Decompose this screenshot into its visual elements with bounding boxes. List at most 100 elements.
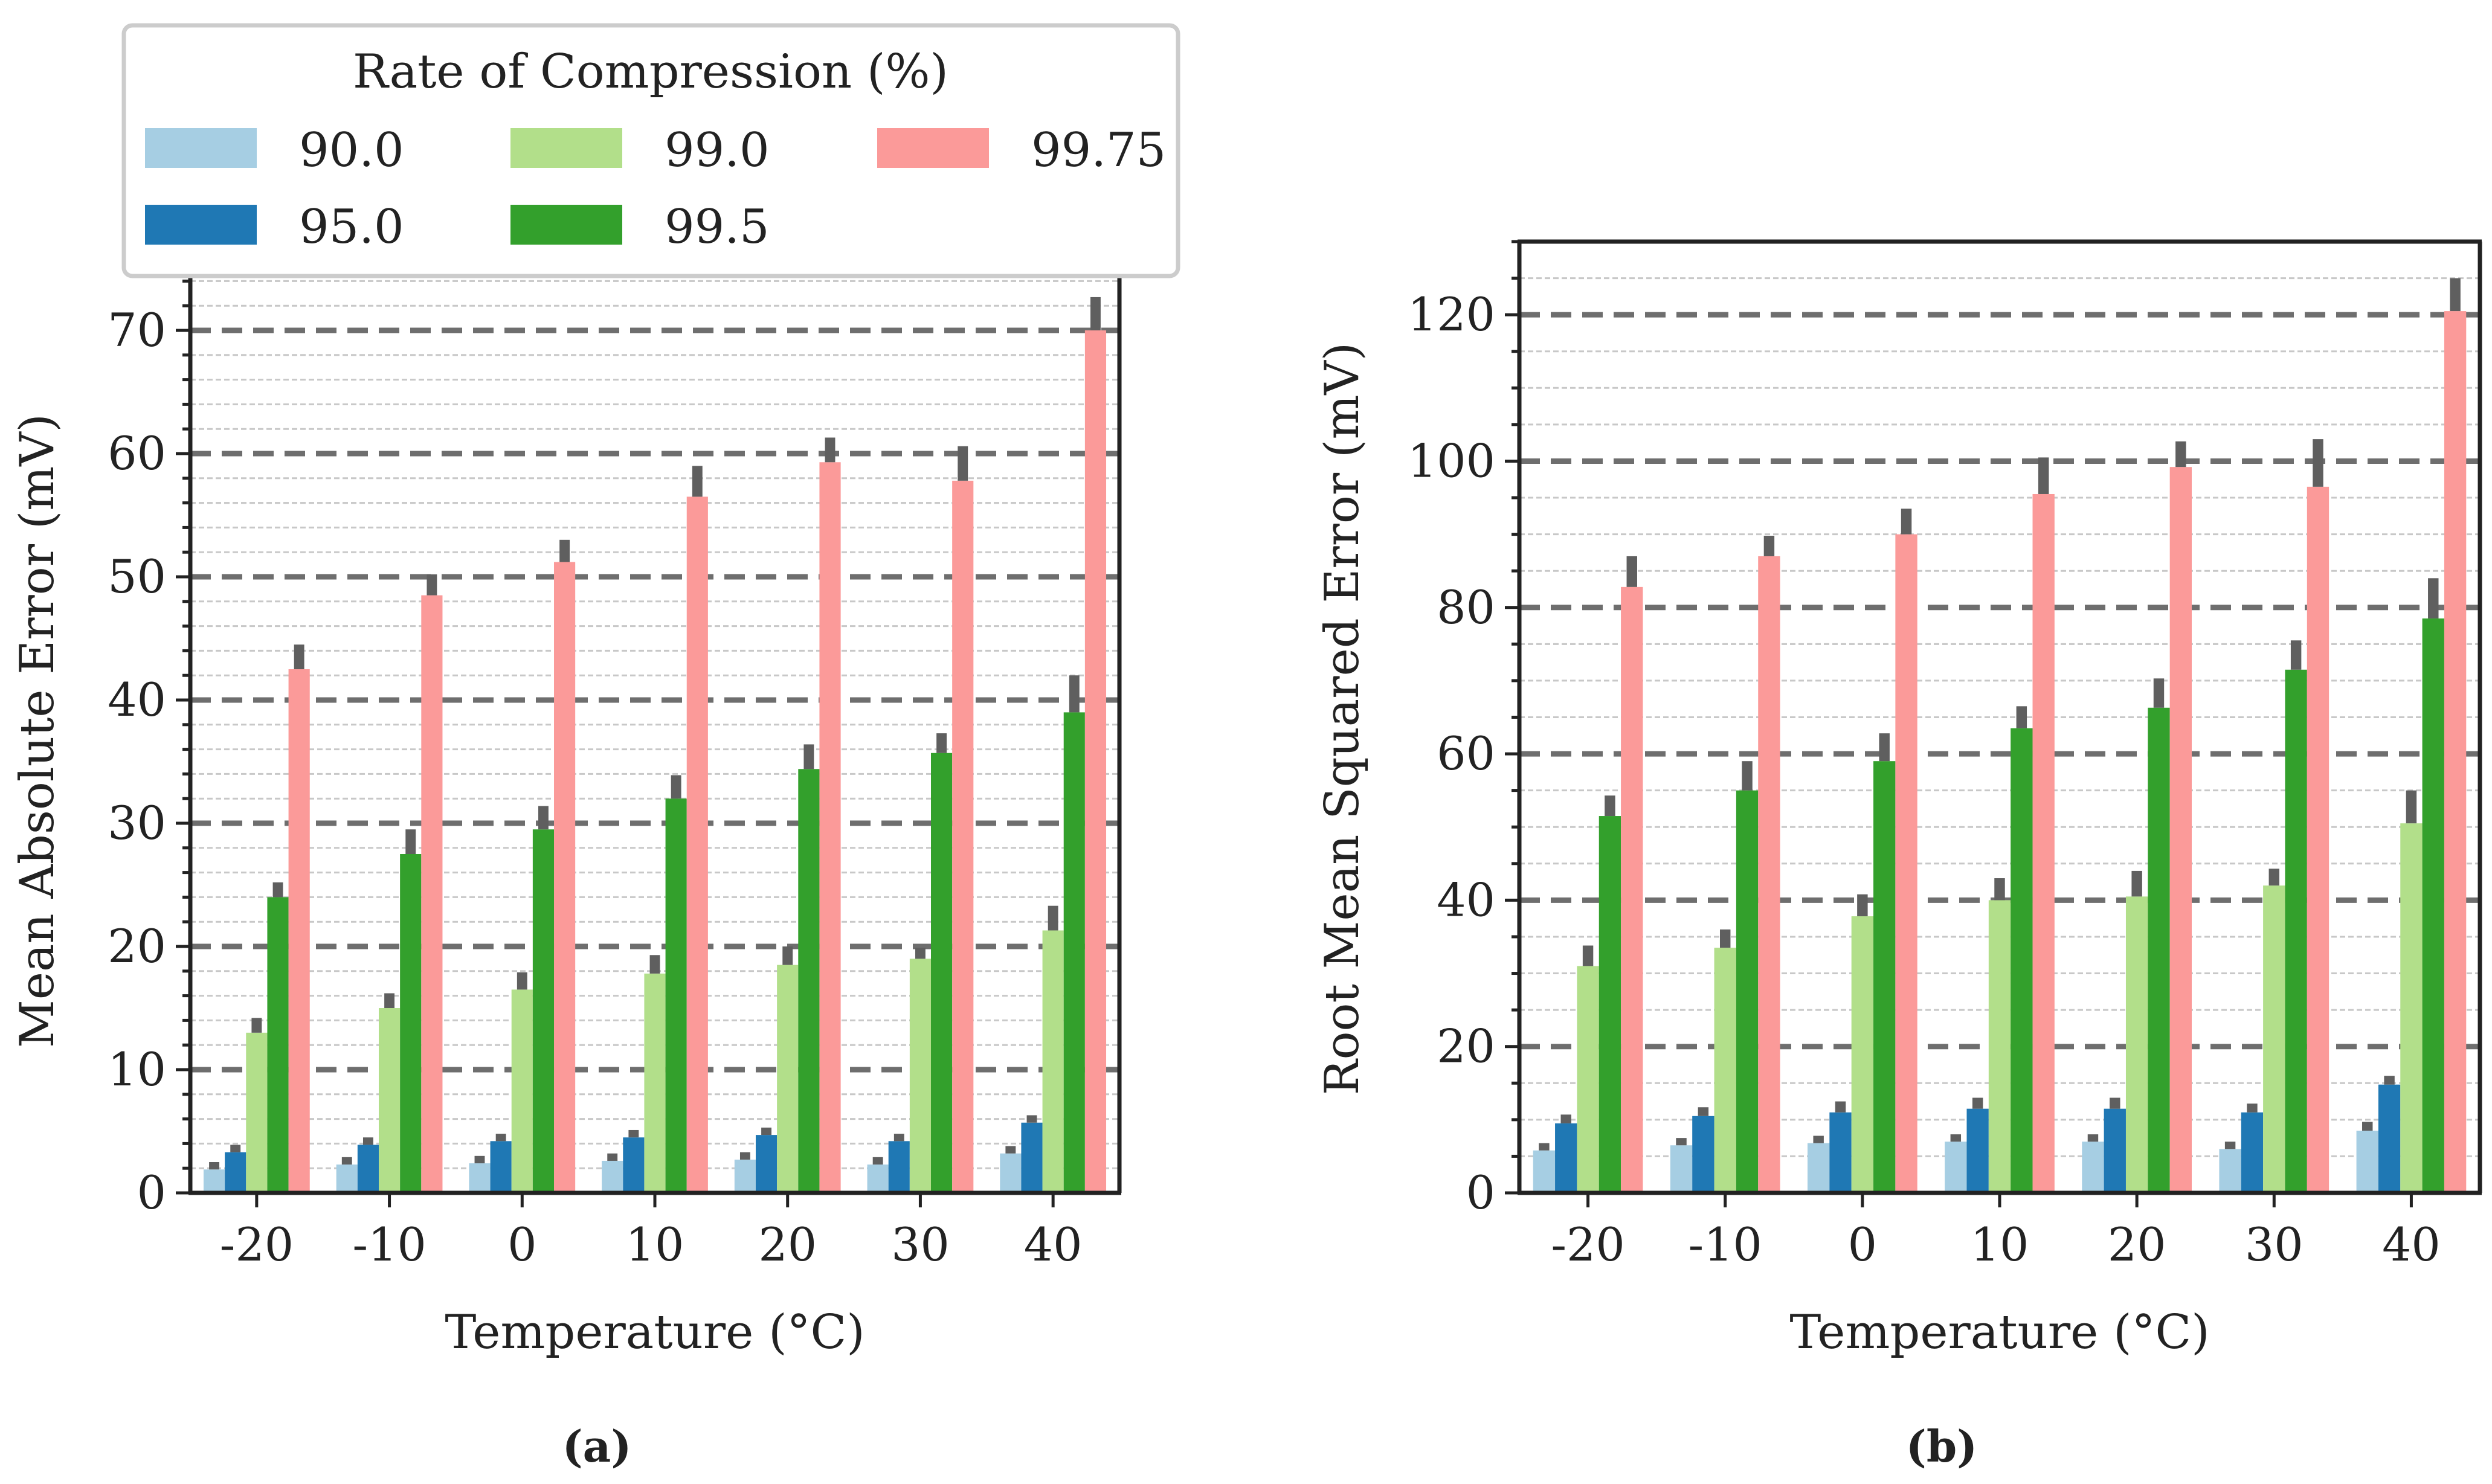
panel-b-errorbar-99.5-30 <box>2290 640 2302 670</box>
panel-b-errorbar-99.75--10 <box>1763 536 1775 556</box>
panel-a-bar-90.0--20 <box>203 1169 225 1193</box>
panel-b-ytick-label: 120 <box>1408 287 1495 341</box>
panel-b-xtick-label: 30 <box>2245 1218 2304 1271</box>
panel-b-errorbar-99.75-40 <box>2450 278 2461 312</box>
panel-a-ytick-label: 50 <box>108 550 166 603</box>
panel-a-bar-99.5-40 <box>1063 712 1085 1193</box>
panel-a-errorbar-99.5-20 <box>803 744 814 769</box>
legend-swatch-95.0 <box>145 205 257 245</box>
panel-b-errorbar-95.0-30 <box>2247 1103 2258 1113</box>
panel-b-xtick-label: 10 <box>1971 1218 2029 1271</box>
panel-b-bar-99.5-20 <box>2148 707 2170 1193</box>
panel-a-bar-99.75-20 <box>819 462 841 1193</box>
panel-b-bar-90.0-20 <box>2082 1142 2104 1193</box>
panel-b-bar-99.0-10 <box>1988 900 2011 1193</box>
panel-b-bar-99.5-30 <box>2285 669 2307 1193</box>
panel-b-errorbar-95.0--10 <box>1698 1107 1709 1116</box>
panel-b-errorbar-99.5-10 <box>2016 706 2027 728</box>
panel-b-bar-95.0-0 <box>1829 1112 1852 1193</box>
panel-b-bar-99.5--20 <box>1599 816 1621 1193</box>
panel-a-bars <box>203 297 1107 1193</box>
panel-a-errorbar-95.0-30 <box>893 1134 904 1142</box>
panel-a-bar-99.5--20 <box>267 897 289 1193</box>
panel-b-errorbar-99.5--20 <box>1605 795 1615 817</box>
panel-a-errorbar-90.0-30 <box>872 1157 883 1165</box>
panel-a-ytick-label: 10 <box>108 1042 166 1096</box>
panel-a-xtick-label: 30 <box>891 1218 950 1271</box>
panel-a-bar-99.75-30 <box>952 480 974 1193</box>
panel-a-xtick-label: -20 <box>220 1218 294 1271</box>
panel-b-bar-95.0-20 <box>2104 1108 2126 1193</box>
panel-a-bar-99.5--10 <box>400 854 422 1193</box>
panel-b-errorbar-90.0-10 <box>1950 1134 1962 1142</box>
panel-b-bar-99.0--20 <box>1577 966 1599 1193</box>
panel-b-bar-99.75--20 <box>1621 586 1643 1193</box>
panel-a-bar-90.0--10 <box>336 1164 358 1193</box>
legend-swatch-99.75 <box>877 128 989 168</box>
panel-b-errorbar-99.0--10 <box>1719 929 1731 948</box>
panel-a-errorbar-99.5-40 <box>1069 675 1080 713</box>
panel-a-ticks: 0 10 20 30 40 50 60 70 -20 -10 0 10 20 30 40 <box>108 279 1083 1271</box>
panel-a-errorbar-90.0-40 <box>1005 1146 1016 1154</box>
panel-a-errorbar-99.75-30 <box>958 446 968 481</box>
panel-b-errorbar-90.0-30 <box>2224 1142 2236 1149</box>
panel-a-xtick-label: -10 <box>352 1218 426 1271</box>
panel-b-errorbar-99.0--20 <box>1582 945 1594 966</box>
panel-a-errorbar-99.0-0 <box>517 972 527 990</box>
panel-b-errorbar-95.0-0 <box>1835 1101 1846 1113</box>
panel-a-bar-90.0-10 <box>602 1160 623 1193</box>
panel-a-errorbar-95.0-10 <box>628 1129 639 1138</box>
panel-a-ytick-label: 0 <box>137 1166 166 1219</box>
legend-label-99.5: 99.5 <box>665 200 770 254</box>
panel-b-bar-99.5-40 <box>2422 618 2444 1193</box>
panel-a-ytick-label: 60 <box>108 426 166 480</box>
panel-b-errorbar-99.5--10 <box>1742 761 1753 791</box>
panel-a-errorbar-99.0-10 <box>649 955 660 974</box>
panel-b-errorbar-99.0-0 <box>1857 894 1868 917</box>
legend-label-99.0: 99.0 <box>665 123 770 178</box>
panel-b-errorbar-99.75--20 <box>1626 556 1637 587</box>
panel-a-errorbar-99.75--20 <box>294 644 304 669</box>
panel-a-bar-90.0-30 <box>867 1164 889 1193</box>
panel-a-errorbar-99.5--10 <box>405 829 416 854</box>
panel-a-errorbar-99.0-40 <box>1048 905 1058 931</box>
panel-b-bar-90.0-0 <box>1808 1143 1830 1193</box>
panel-a-bar-99.0--20 <box>246 1032 268 1193</box>
panel-a-errorbar-99.0--20 <box>251 1018 262 1033</box>
panel-b-bar-99.75-30 <box>2307 486 2329 1193</box>
panel-b-errorbar-95.0-20 <box>2110 1097 2120 1109</box>
panel-b-bar-99.5--10 <box>1736 790 1759 1193</box>
panel-b-errorbar-99.5-0 <box>1879 733 1890 762</box>
panel-a-bar-99.0-10 <box>644 973 666 1193</box>
panel-a-bar-99.75--10 <box>421 595 443 1193</box>
legend: Rate of Compression (%) 90.0 95.0 99.0 99.5… <box>121 23 1180 278</box>
panel-a-errorbar-99.75-40 <box>1090 297 1101 330</box>
panel-a-bar-99.5-30 <box>931 753 953 1193</box>
panel-a-ylabel: Mean Absolute Error (mV) <box>10 414 65 1048</box>
panel-b-ytick-label: 0 <box>1466 1166 1495 1219</box>
panel-b-bar-99.5-10 <box>2011 728 2033 1193</box>
panel-b-bar-95.0--10 <box>1692 1116 1714 1193</box>
panel-b-bar-99.0-30 <box>2263 885 2285 1193</box>
panel-a-errorbar-90.0-10 <box>607 1153 618 1161</box>
panel-b-errorbar-99.75-10 <box>2038 457 2049 494</box>
panel-a-mean-absolute-error: 0 10 20 30 40 50 60 70 -20 -10 0 10 20 30 40 Temperatu… <box>10 269 1122 1472</box>
panel-b-bar-99.75-0 <box>1895 534 1917 1193</box>
panel-b-bar-99.5-0 <box>1873 761 1896 1193</box>
panel-b-xlabel: Temperature (°C) <box>1789 1305 2209 1360</box>
panel-b-errorbar-99.0-40 <box>2406 790 2417 824</box>
panel-b-bar-95.0--20 <box>1555 1123 1577 1193</box>
panel-b-bar-95.0-30 <box>2241 1112 2264 1193</box>
panel-b-bar-90.0-10 <box>1945 1142 1967 1193</box>
panel-a-errorbar-99.5-30 <box>936 733 947 753</box>
panel-b-bar-99.75-40 <box>2444 311 2467 1193</box>
panel-b-label: (b) <box>1906 1421 1977 1472</box>
panel-b-errorbar-95.0--20 <box>1560 1114 1571 1123</box>
legend-label-95.0: 95.0 <box>299 200 404 254</box>
panel-b-errorbar-90.0--10 <box>1676 1138 1687 1146</box>
panel-a-bar-99.5-20 <box>798 769 820 1193</box>
panel-b-bar-99.75-20 <box>2169 467 2192 1193</box>
panel-a-errorbar-99.0--10 <box>384 993 395 1008</box>
panel-a-errorbar-95.0--20 <box>230 1145 241 1152</box>
panel-b-ylabel: Root Mean Squared Error (mV) <box>1315 342 1370 1095</box>
